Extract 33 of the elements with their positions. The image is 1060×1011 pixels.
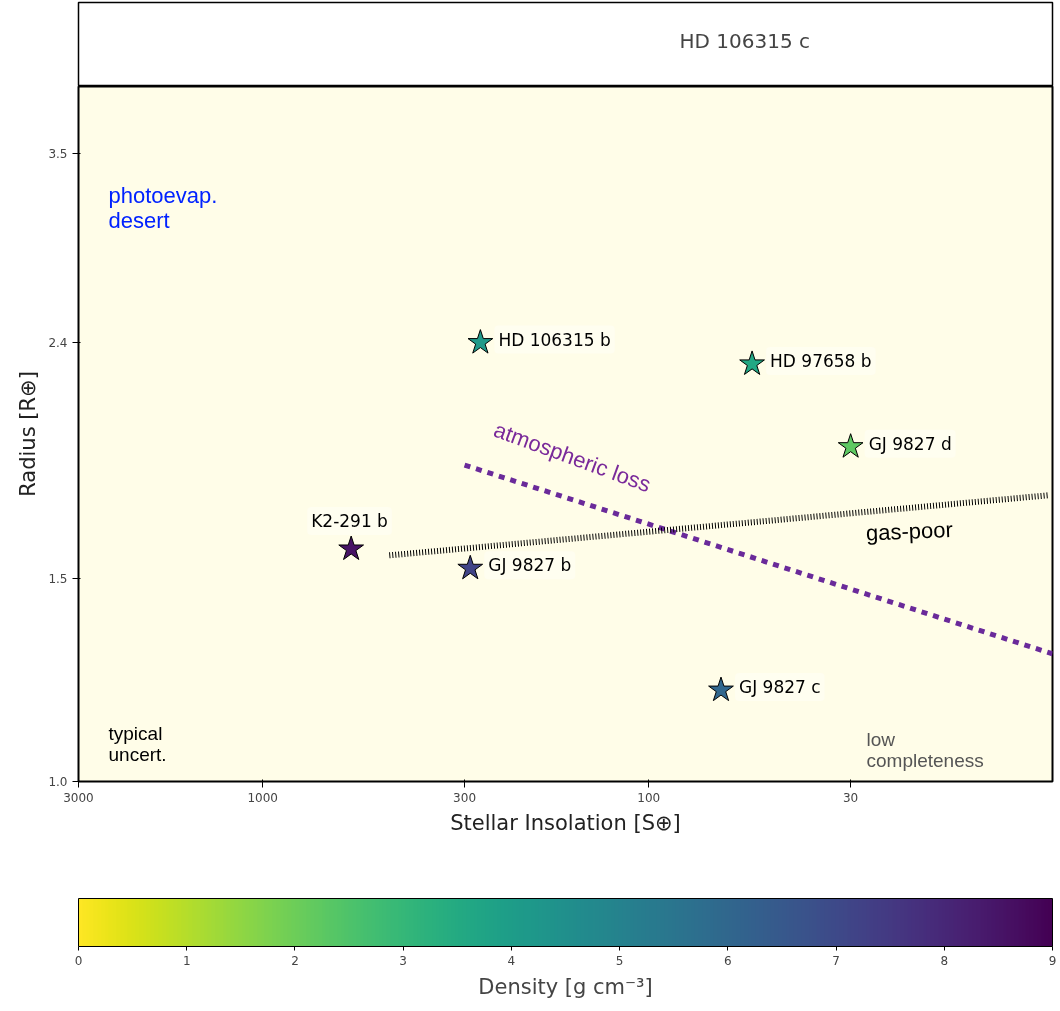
color-bar-label: 5 <box>615 953 624 968</box>
x-tick-label: 1000 <box>247 790 278 805</box>
x-tick-label: 300 <box>453 790 477 805</box>
y-axis-title: Radius [R⊕] <box>16 371 41 497</box>
color-bar-label: 8 <box>940 953 949 968</box>
color-bar-label: 7 <box>832 953 840 968</box>
annotation: low completeness <box>866 728 984 771</box>
x-axis-title: Stellar Insolation [S⊕] <box>450 810 681 835</box>
color-bar-label: 9 <box>1048 953 1057 968</box>
text: HD 106315 c <box>679 28 810 53</box>
color-bar-label: 6 <box>724 953 732 968</box>
color-bar-label: 3 <box>399 953 407 968</box>
annotation: photoevap. desert <box>108 182 218 233</box>
x-tick-label: 100 <box>637 790 661 805</box>
color-bar-title: Density [g cm⁻³] <box>478 974 653 999</box>
y-tick-label: 1.5 <box>48 571 68 586</box>
y-tick-label: 3.5 <box>48 146 68 161</box>
color-bar-label: 0 <box>74 953 83 968</box>
y-tick-label: 1.0 <box>48 775 68 789</box>
color-bar-label: 4 <box>507 953 516 968</box>
y-tick-label: 2.4 <box>48 336 68 351</box>
annotation: HD 97658 b <box>770 350 872 371</box>
annotation: typical uncert. <box>108 722 167 765</box>
annotation: GJ 9827 b <box>488 555 572 576</box>
color-bar-label: 2 <box>291 953 299 968</box>
annotation: GJ 9827 c <box>739 677 821 698</box>
annotation: K2-291 b <box>311 511 388 532</box>
color-bar-label: 1 <box>182 953 191 968</box>
x-tick-label: 3000 <box>63 790 94 805</box>
x-tick-label: 30 <box>843 790 859 805</box>
annotation: GJ 9827 d <box>868 433 952 454</box>
annotation: gas-poor <box>865 517 954 546</box>
annotation: HD 106315 b <box>498 329 611 350</box>
